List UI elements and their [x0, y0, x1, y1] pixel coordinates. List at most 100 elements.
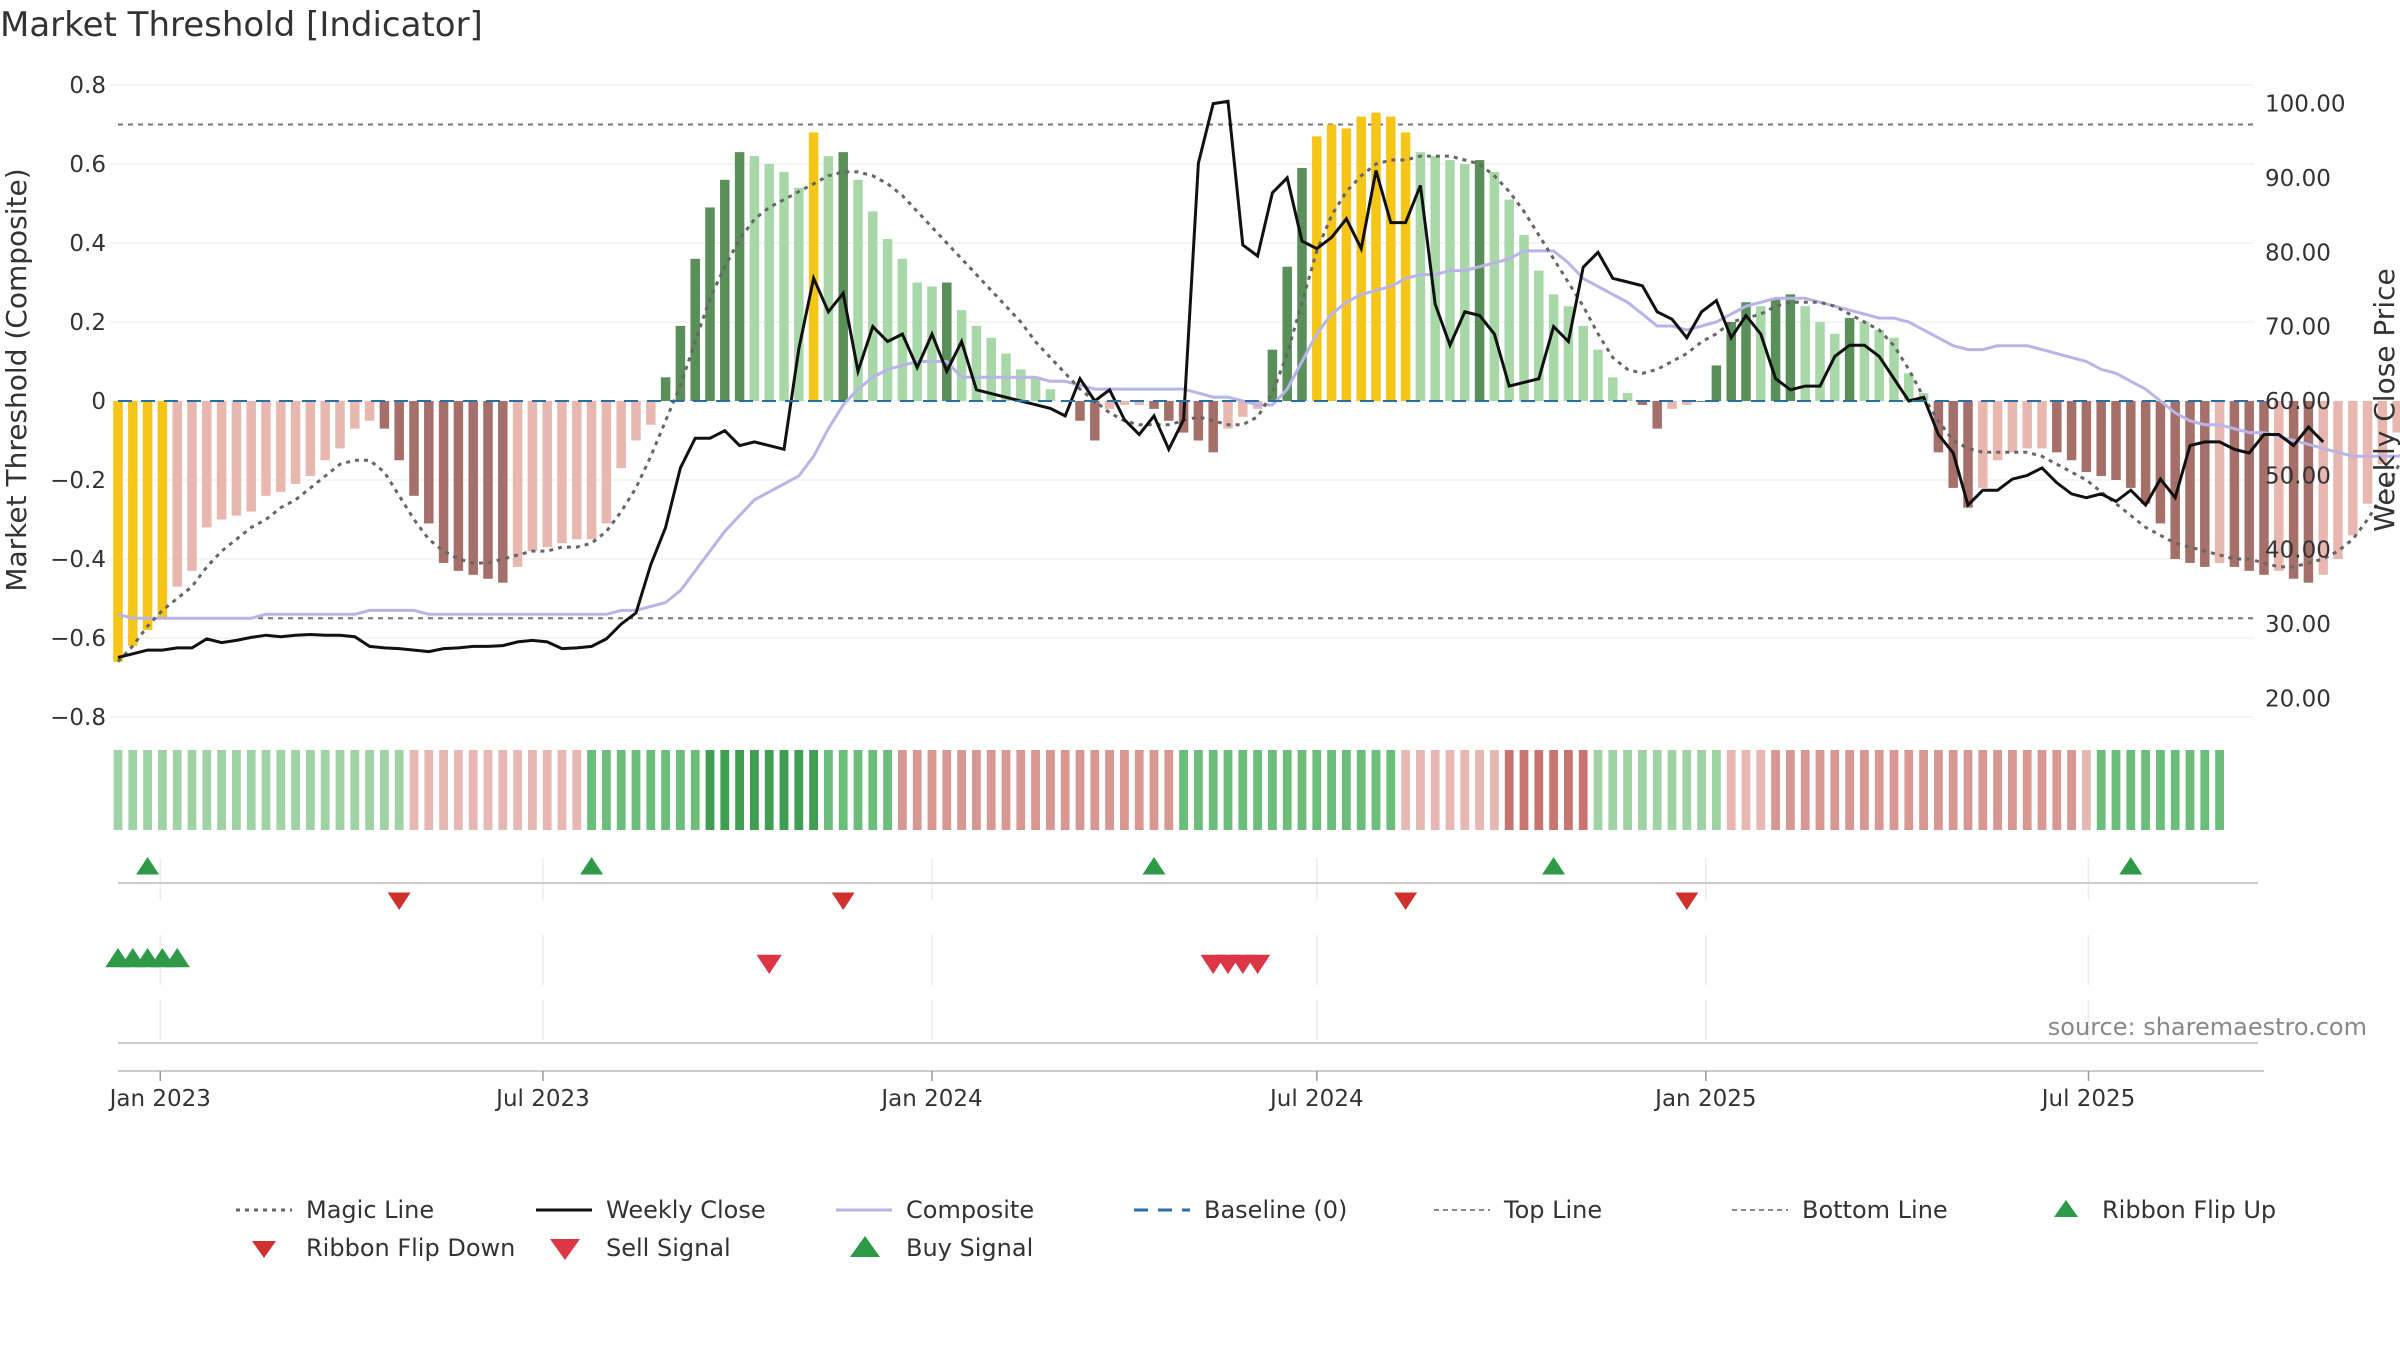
- composite-bar: [1859, 322, 1870, 401]
- composite-bar: [2318, 401, 2328, 575]
- ribbon-cell: [1430, 750, 1440, 830]
- composite-bar: [512, 401, 523, 567]
- ribbon-cell: [2111, 750, 2121, 830]
- ribbon-cell: [927, 750, 937, 830]
- composite-bar: [557, 401, 567, 544]
- ribbon-cell: [158, 750, 167, 830]
- composite-bar: [1682, 401, 1692, 405]
- weekly-close-line: [117, 99, 2325, 659]
- x-tick-label: Jul 2025: [2040, 1086, 2136, 1112]
- composite-bar: [424, 401, 434, 524]
- ribbon-cell: [1134, 750, 1144, 830]
- composite-bar: [1282, 266, 1292, 401]
- ribbon-cell: [705, 750, 715, 830]
- trend-ribbon: [113, 750, 2224, 830]
- ribbon-cell: [557, 750, 567, 830]
- composite-bar: [128, 401, 138, 646]
- ribbon-cell: [602, 750, 611, 830]
- ribbon-cell: [2052, 750, 2062, 830]
- ribbon-cell: [1090, 750, 1100, 830]
- composite-bar: [2244, 401, 2254, 571]
- legend-label: Baseline (0): [1204, 1196, 1347, 1224]
- ribbon-cell: [572, 750, 582, 830]
- composite-bar: [1016, 369, 1026, 401]
- composite-bar: [1489, 171, 1500, 401]
- composite-bar: [2214, 401, 2225, 563]
- composite-bar: [749, 156, 760, 401]
- composite-bar: [2362, 401, 2373, 504]
- ribbon-cell: [750, 750, 759, 830]
- composite-bar: [660, 377, 671, 401]
- legend-swatch: [850, 1236, 880, 1257]
- right-tick-label: 70.00: [2265, 315, 2331, 341]
- ribbon-cell: [320, 750, 330, 830]
- composite-bar: [1711, 365, 1722, 401]
- ribbon-cell: [1149, 750, 1159, 830]
- legend-item-bottom: Bottom Line: [1732, 1196, 1948, 1224]
- composite-bar: [1933, 401, 1944, 453]
- sell-signal-marker: [756, 954, 782, 974]
- ribbon-cell: [2215, 750, 2224, 830]
- ribbon-cell: [1756, 750, 1766, 830]
- right-tick-label: 60.00: [2265, 389, 2331, 415]
- ribbon-flip-up-marker: [1542, 857, 1566, 875]
- ribbon-cell: [912, 750, 922, 830]
- composite-bar: [320, 401, 330, 461]
- right-tick-label: 80.00: [2265, 240, 2331, 266]
- ribbon-cell: [1223, 750, 1233, 830]
- legend-swatch: [252, 1241, 276, 1258]
- composite-bar: [2126, 401, 2136, 488]
- composite-bar: [2096, 401, 2106, 477]
- ribbon-cell: [690, 750, 700, 830]
- ribbon-cell: [424, 750, 434, 830]
- composite-bar: [942, 282, 952, 401]
- ribbon-cell: [1593, 750, 1603, 830]
- ribbon-cell: [1726, 750, 1736, 830]
- ribbon-cell: [276, 750, 286, 830]
- ribbon-cell: [172, 750, 182, 830]
- left-axis-title: Market Threshold (Composite): [0, 168, 33, 591]
- ribbon-cell: [883, 750, 892, 830]
- ribbon-cell: [1194, 750, 1203, 830]
- composite-bar: [2185, 401, 2195, 563]
- ribbon-cell: [1682, 750, 1692, 830]
- composite-bar: [823, 156, 834, 401]
- legend-label: Bottom Line: [1802, 1196, 1948, 1224]
- legend-label: Magic Line: [306, 1196, 434, 1224]
- left-tick-label: 0: [91, 389, 106, 415]
- composite-line: [117, 249, 2400, 620]
- composite-bar: [1445, 160, 1455, 401]
- composite-bar: [1400, 132, 1411, 401]
- composite-bar: [1356, 116, 1366, 401]
- ribbon-cell: [261, 750, 271, 830]
- composite-bar: [1312, 136, 1322, 401]
- ribbon-cell: [1001, 750, 1011, 830]
- ribbon-cell: [1652, 750, 1662, 830]
- composite-bar: [2229, 401, 2240, 567]
- ribbon-cell: [202, 750, 212, 830]
- composite-bar: [631, 401, 641, 441]
- composite-bar: [1667, 401, 1677, 409]
- composite-bar: [1104, 401, 1115, 409]
- composite-bar: [1889, 337, 1899, 401]
- ribbon-cell: [1860, 750, 1869, 830]
- composite-bar: [1593, 349, 1603, 401]
- composite-bar: [1563, 306, 1574, 401]
- ribbon-cell: [439, 750, 448, 830]
- ribbon-cell: [113, 750, 123, 830]
- sell-signal-marker: [1244, 954, 1271, 974]
- composite-bar: [1119, 401, 1130, 405]
- composite-bar: [1963, 401, 1973, 508]
- composite-bar: [246, 401, 256, 512]
- composite-bar: [1696, 401, 1707, 402]
- x-tick-label: Jan 2024: [879, 1086, 982, 1112]
- right-tick-label: 30.00: [2265, 612, 2331, 638]
- ribbon-flip-up-marker: [580, 857, 604, 875]
- ribbon-cell: [898, 750, 907, 830]
- composite-bar: [1874, 329, 1884, 401]
- buy-signal-marker: [164, 948, 190, 968]
- x-tick-label: Jul 2024: [1268, 1086, 1364, 1112]
- composite-bar: [1756, 306, 1766, 401]
- composite-bar: [2052, 401, 2062, 453]
- composite-bar: [2170, 401, 2180, 559]
